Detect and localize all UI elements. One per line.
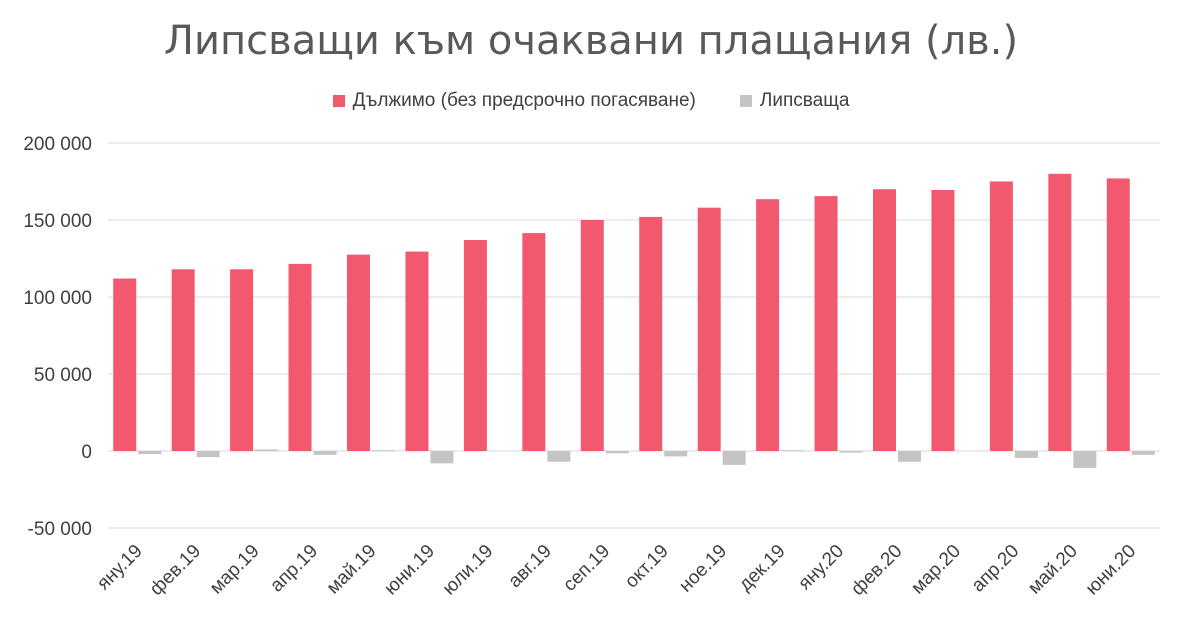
bar-missing — [1073, 451, 1097, 468]
bar-owed — [580, 220, 604, 451]
bar-owed — [873, 189, 896, 451]
bar-owed — [1106, 178, 1130, 452]
bar-owed — [171, 269, 195, 451]
y-tick-label: 200 000 — [23, 134, 92, 155]
x-tick-label: ное.19 — [675, 541, 731, 597]
bar-missing — [430, 451, 454, 464]
bar-missing — [722, 451, 746, 465]
x-tick-label: мар.19 — [206, 541, 264, 599]
x-tick-label: авг.19 — [504, 541, 555, 592]
bars — [113, 173, 1155, 468]
bar-missing — [781, 450, 805, 452]
x-tick-label: юни.20 — [1082, 541, 1141, 600]
x-tick-label: сеп.19 — [559, 541, 614, 596]
x-axis-ticks: яну.19 фев.19 мар.19 апр.19 май.19 юни.19 юли.… — [93, 541, 1140, 600]
y-tick-label: 50 000 — [34, 365, 92, 386]
x-tick-label: май.20 — [1024, 541, 1082, 599]
bar-missing — [839, 451, 863, 453]
bar-missing — [313, 451, 337, 455]
y-tick-label: 100 000 — [23, 288, 92, 309]
legend-label-missing: Липсваща — [759, 90, 850, 111]
x-tick-label: дек.19 — [735, 541, 790, 596]
x-tick-label: мар.20 — [907, 541, 965, 599]
x-tick-label: фев.19 — [146, 541, 205, 600]
bar-missing — [664, 451, 688, 457]
y-tick-label: 0 — [81, 442, 92, 463]
bar-missing — [1014, 451, 1038, 458]
x-tick-label: юни.19 — [380, 541, 439, 600]
legend-item-missing: Липсваща — [739, 90, 850, 112]
bar-owed — [931, 189, 955, 451]
x-tick-label: апр.19 — [266, 541, 322, 597]
legend-swatch-missing — [739, 95, 752, 107]
bar-owed — [756, 199, 780, 451]
bar-owed — [639, 216, 663, 451]
x-tick-label: яну.20 — [794, 541, 848, 595]
bar-missing — [547, 451, 571, 462]
legend-item-owed: Дължимо (без предсрочно погасяване) — [332, 90, 696, 112]
bar-owed — [989, 181, 1013, 451]
legend: Дължимо (без предсрочно погасяване) Липс… — [0, 90, 1182, 112]
bar-missing — [196, 451, 220, 458]
bar-missing — [372, 450, 395, 452]
bar-owed — [522, 233, 546, 451]
bar-missing — [605, 451, 629, 454]
x-tick-label: окт.19 — [621, 541, 673, 593]
bar-owed — [230, 269, 254, 451]
x-tick-label: фев.20 — [847, 541, 906, 600]
x-tick-label: апр.20 — [968, 541, 1024, 597]
y-tick-label: 150 000 — [23, 211, 92, 232]
bar-owed — [405, 251, 429, 451]
bar-missing — [255, 449, 279, 451]
bar-owed — [463, 240, 487, 451]
bar-owed — [347, 254, 370, 451]
gridlines — [108, 142, 1160, 529]
bar-missing — [138, 451, 162, 455]
bar-owed — [814, 196, 838, 451]
legend-swatch-owed — [332, 95, 345, 107]
legend-label-owed: Дължимо (без предсрочно погасяване) — [352, 90, 696, 111]
x-tick-label: юли.19 — [439, 541, 498, 600]
bar-missing — [1131, 451, 1155, 455]
bar-owed — [697, 207, 721, 451]
bar-owed — [113, 278, 137, 451]
bar-missing — [898, 451, 921, 462]
bar-owed — [288, 263, 312, 451]
chart-title: Липсващи към очаквани плащания (лв.) — [163, 18, 1019, 64]
x-tick-label: яну.19 — [93, 541, 147, 595]
bar-owed — [1048, 173, 1072, 452]
y-tick-label: -50 000 — [28, 519, 92, 540]
y-axis-ticks: 200 000 150 000 100 000 50 000 0 -50 000 — [23, 134, 92, 540]
x-tick-label: май.19 — [323, 541, 381, 599]
